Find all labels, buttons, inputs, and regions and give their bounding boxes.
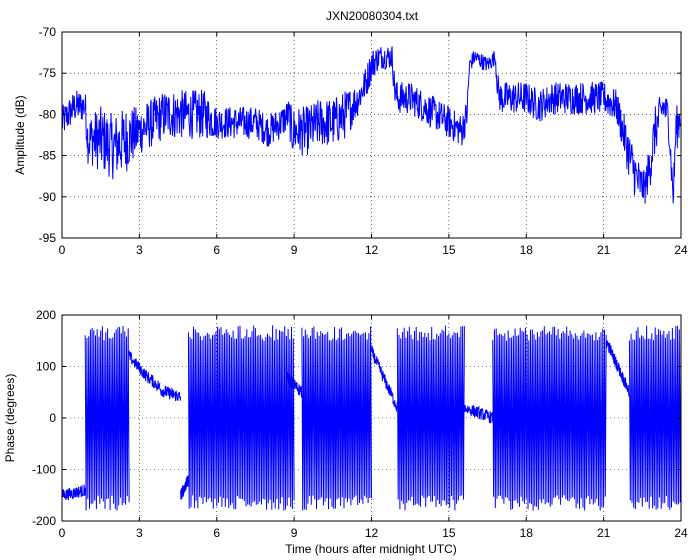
phase-x-tick-label: 24 xyxy=(674,526,688,540)
amplitude-y-label: Amplitude (dB) xyxy=(13,95,27,174)
phase-segment xyxy=(605,340,630,398)
phase-segment xyxy=(396,325,465,511)
amplitude-x-tick-label: 21 xyxy=(597,243,611,257)
phase-segment xyxy=(463,404,494,424)
amplitude-series xyxy=(61,46,682,204)
amplitude-x-tick-label: 24 xyxy=(674,243,688,257)
phase-y-tick-label: 100 xyxy=(36,360,56,374)
phase-ticks: 0 3 6 9 12 15 18 21 24 -200 -100 0 100 200 xyxy=(32,308,688,540)
phase-y-tick-label: -200 xyxy=(32,514,56,528)
phase-x-tick-label: 6 xyxy=(213,526,220,540)
phase-x-tick-label: 3 xyxy=(136,526,143,540)
phase-x-tick-label: 12 xyxy=(365,526,379,540)
amplitude-panel: 0 3 6 9 12 15 18 21 24 -95 -90 -85 -80 -75 -70 Amplitu… xyxy=(13,25,688,257)
phase-segment xyxy=(187,325,295,511)
phase-segment xyxy=(159,385,182,402)
amplitude-y-tick-label: -70 xyxy=(39,25,57,39)
amplitude-x-tick-label: 3 xyxy=(136,243,143,257)
phase-segment xyxy=(128,350,161,392)
phase-y-tick-label: -100 xyxy=(32,463,56,477)
phase-segment xyxy=(285,370,303,398)
phase-segment xyxy=(180,475,189,500)
phase-segment xyxy=(628,325,682,510)
phase-series xyxy=(61,325,682,511)
phase-segment xyxy=(492,326,607,511)
amplitude-x-tick-label: 0 xyxy=(59,243,66,257)
amplitude-y-tick-label: -75 xyxy=(39,66,57,80)
phase-segment xyxy=(61,484,86,501)
amplitude-y-tick-label: -95 xyxy=(39,231,57,245)
phase-x-tick-label: 21 xyxy=(597,526,611,540)
amplitude-x-tick-label: 6 xyxy=(213,243,220,257)
phase-x-label: Time (hours after midnight UTC) xyxy=(285,542,457,556)
figure-title: JXN20080304.txt xyxy=(326,9,419,23)
amplitude-x-tick-label: 15 xyxy=(442,243,456,257)
amplitude-x-tick-label: 12 xyxy=(365,243,379,257)
amplitude-ticks: 0 3 6 9 12 15 18 21 24 -95 -90 -85 -80 -75 -70 xyxy=(39,25,688,257)
amplitude-y-tick-label: -80 xyxy=(39,107,57,121)
phase-x-tick-label: 18 xyxy=(520,526,534,540)
phase-y-tick-label: 0 xyxy=(49,411,56,425)
amplitude-y-tick-label: -90 xyxy=(39,190,57,204)
phase-y-tick-label: 200 xyxy=(36,308,56,322)
amplitude-line xyxy=(61,46,682,204)
phase-segment xyxy=(301,326,372,511)
phase-x-tick-label: 9 xyxy=(291,526,298,540)
phase-x-tick-label: 0 xyxy=(59,526,66,540)
phase-segment xyxy=(371,344,398,412)
phase-x-tick-label: 15 xyxy=(442,526,456,540)
phase-y-label: Phase (degrees) xyxy=(3,374,17,463)
amplitude-y-tick-label: -85 xyxy=(39,149,57,163)
phase-segment xyxy=(84,325,130,511)
phase-panel: 0 3 6 9 12 15 18 21 24 -200 -100 0 100 200 Phase (deg… xyxy=(3,308,688,556)
amplitude-x-tick-label: 9 xyxy=(291,243,298,257)
amplitude-x-tick-label: 18 xyxy=(520,243,534,257)
